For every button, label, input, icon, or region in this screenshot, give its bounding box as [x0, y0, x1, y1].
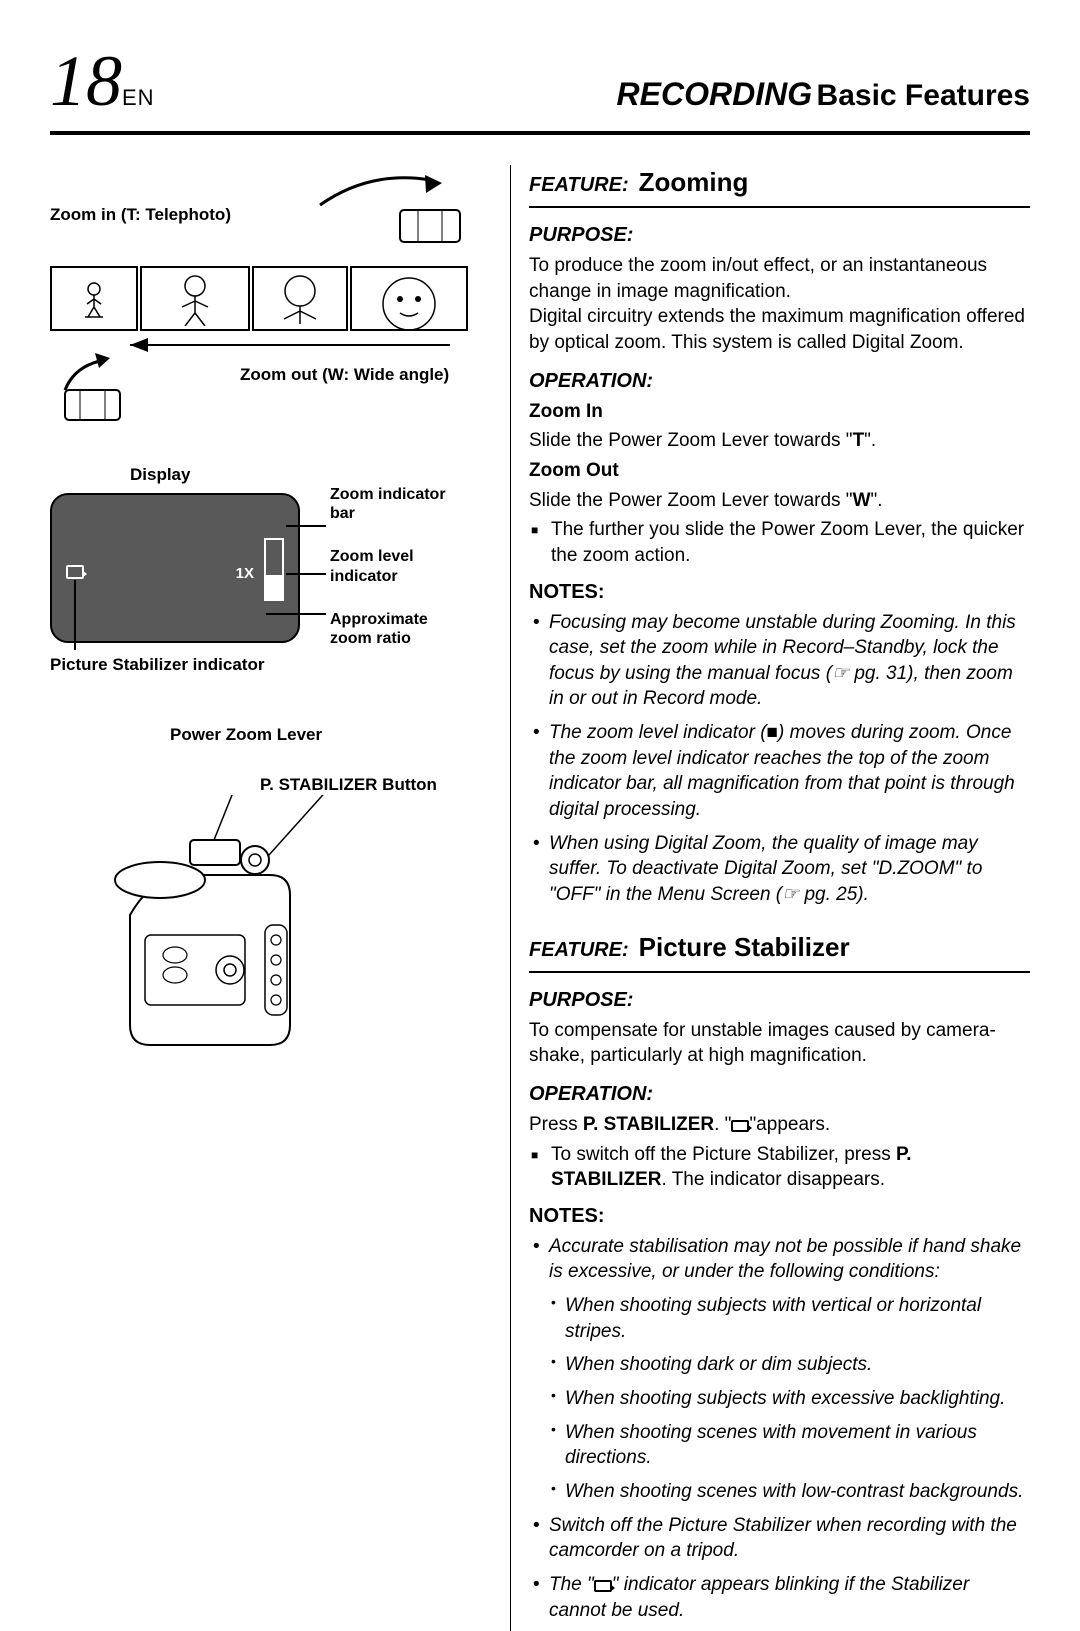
note-item: The zoom level indicator (■) moves durin… [529, 720, 1030, 823]
zoom-out-instruction: Slide the Power Zoom Lever towards "W". [529, 488, 1030, 514]
text: Slide the Power Zoom Lever towards " [529, 490, 853, 511]
feature-label: FEATURE: [529, 937, 629, 964]
page-header: 18EN RECORDING Basic Features [50, 40, 1030, 123]
zoom-frame [140, 266, 250, 331]
feature-heading-stabilizer: FEATURE: Picture Stabilizer [529, 930, 1030, 973]
note-subitem: When shooting scenes with movement in va… [529, 1420, 1030, 1471]
section-subtitle: Basic Features [817, 79, 1030, 112]
callout-zoom-level: Zoom level indicator [330, 547, 470, 585]
feature-heading-zooming: FEATURE: Zooming [529, 165, 1030, 208]
note-item: Accurate stabilisation may not be possib… [529, 1234, 1030, 1285]
lead-line [266, 613, 326, 615]
page-number-block: 18EN [50, 40, 155, 123]
page-number: 18 [50, 41, 122, 121]
zoom-illustration: Zoom in (T: Telephoto) [50, 165, 470, 425]
page-lang: EN [122, 85, 155, 110]
camera-illustration: Power Zoom Lever P. STABILIZER Button [50, 725, 470, 1080]
display-title: Display [130, 465, 470, 485]
note-subitem: When shooting subjects with excessive ba… [529, 1386, 1030, 1412]
feature-name: Picture Stabilizer [639, 930, 850, 965]
purpose-heading: PURPOSE: [529, 987, 1030, 1014]
text: Press [529, 1114, 583, 1135]
section-title: RECORDING [617, 76, 813, 112]
note-subitem: When shooting dark or dim subjects. [529, 1352, 1030, 1378]
text: To switch off the Picture Stabilizer, pr… [551, 1144, 896, 1165]
callout-power-zoom: Power Zoom Lever [170, 725, 470, 745]
figure-icon [364, 269, 454, 329]
figure-icon [79, 279, 109, 319]
stabilizer-operation-bullet: To switch off the Picture Stabilizer, pr… [529, 1142, 1030, 1193]
callout-approx-ratio: Approximate zoom ratio [330, 610, 470, 648]
lead-line [286, 525, 326, 527]
stabilizer-icon [66, 565, 84, 579]
operation-note: The further you slide the Power Zoom Lev… [529, 517, 1030, 568]
display-screen: 1X [50, 493, 300, 643]
notes-heading: NOTES: [529, 1203, 1030, 1230]
feature-label: FEATURE: [529, 172, 629, 199]
text: W [853, 490, 871, 511]
left-column: Zoom in (T: Telephoto) [50, 165, 470, 1631]
purpose-text: To produce the zoom in/out effect, or an… [529, 253, 1030, 356]
stabilizer-inline-icon [731, 1120, 749, 1132]
lead-line [286, 573, 326, 575]
header-rule [50, 131, 1030, 135]
text: The " [549, 1574, 594, 1595]
note-subitem: When shooting subjects with vertical or … [529, 1293, 1030, 1344]
note-item: The "" indicator appears blinking if the… [529, 1572, 1030, 1623]
stabilizer-operation-text: Press P. STABILIZER. " "appears. [529, 1112, 1030, 1138]
notes-heading: NOTES: [529, 579, 1030, 606]
zoom-frame [50, 266, 138, 331]
stabilizer-inline-icon [594, 1580, 612, 1592]
lead-line [74, 580, 76, 650]
text: . " [714, 1114, 731, 1135]
text: . The indicator disappears. [661, 1169, 885, 1190]
zoom-frame [350, 266, 468, 331]
camcorder-icon [90, 795, 390, 1075]
zoom-level-icon [264, 575, 284, 601]
display-callouts: Zoom indicator bar Zoom level indicator … [330, 485, 470, 672]
purpose-heading: PURPOSE: [529, 222, 1030, 249]
zoom-ratio-text: 1X [236, 565, 254, 582]
operation-heading: OPERATION: [529, 1081, 1030, 1108]
feature-name: Zooming [639, 165, 749, 200]
text: ". [864, 430, 876, 451]
zoom-frames-row [50, 266, 468, 331]
zoom-lever-t-icon [390, 185, 470, 255]
figure-icon [170, 271, 220, 326]
callout-zoom-bar: Zoom indicator bar [330, 485, 470, 523]
text: P. STABILIZER [583, 1114, 714, 1135]
note-item: Focusing may become unstable during Zoom… [529, 610, 1030, 713]
text: " indicator appears blinking if the Stab… [549, 1574, 969, 1621]
operation-heading: OPERATION: [529, 368, 1030, 395]
section-title-block: RECORDING Basic Features [617, 76, 1030, 113]
text: T [853, 430, 865, 451]
zooming-notes-list: Focusing may become unstable during Zoom… [529, 610, 1030, 908]
note-item: Switch off the Picture Stabilizer when r… [529, 1513, 1030, 1564]
zoom-in-subhead: Zoom In [529, 399, 1030, 425]
zoom-in-label: Zoom in (T: Telephoto) [50, 205, 231, 225]
stabilizer-notes-list: Accurate stabilisation may not be possib… [529, 1234, 1030, 1623]
purpose-text: To compensate for unstable images caused… [529, 1018, 1030, 1069]
zoom-out-label: Zoom out (W: Wide angle) [240, 365, 449, 385]
right-column: FEATURE: Zooming PURPOSE: To produce the… [510, 165, 1030, 1631]
callout-pstab-button: P. STABILIZER Button [260, 775, 470, 795]
figure-icon [270, 269, 330, 329]
note-item: When using Digital Zoom, the quality of … [529, 831, 1030, 908]
display-illustration: Display 1X Zoom indicator bar Zoom level… [50, 465, 470, 675]
text: Slide the Power Zoom Lever towards " [529, 430, 853, 451]
main-columns: Zoom in (T: Telephoto) [50, 165, 1030, 1631]
text: "appears. [749, 1114, 830, 1135]
note-subitem: When shooting scenes with low-contrast b… [529, 1479, 1030, 1505]
zoom-out-subhead: Zoom Out [529, 458, 1030, 484]
zoom-in-instruction: Slide the Power Zoom Lever towards "T". [529, 428, 1030, 454]
zoom-frame [252, 266, 348, 331]
text: ". [871, 490, 883, 511]
zoom-lever-w-icon [50, 350, 130, 430]
